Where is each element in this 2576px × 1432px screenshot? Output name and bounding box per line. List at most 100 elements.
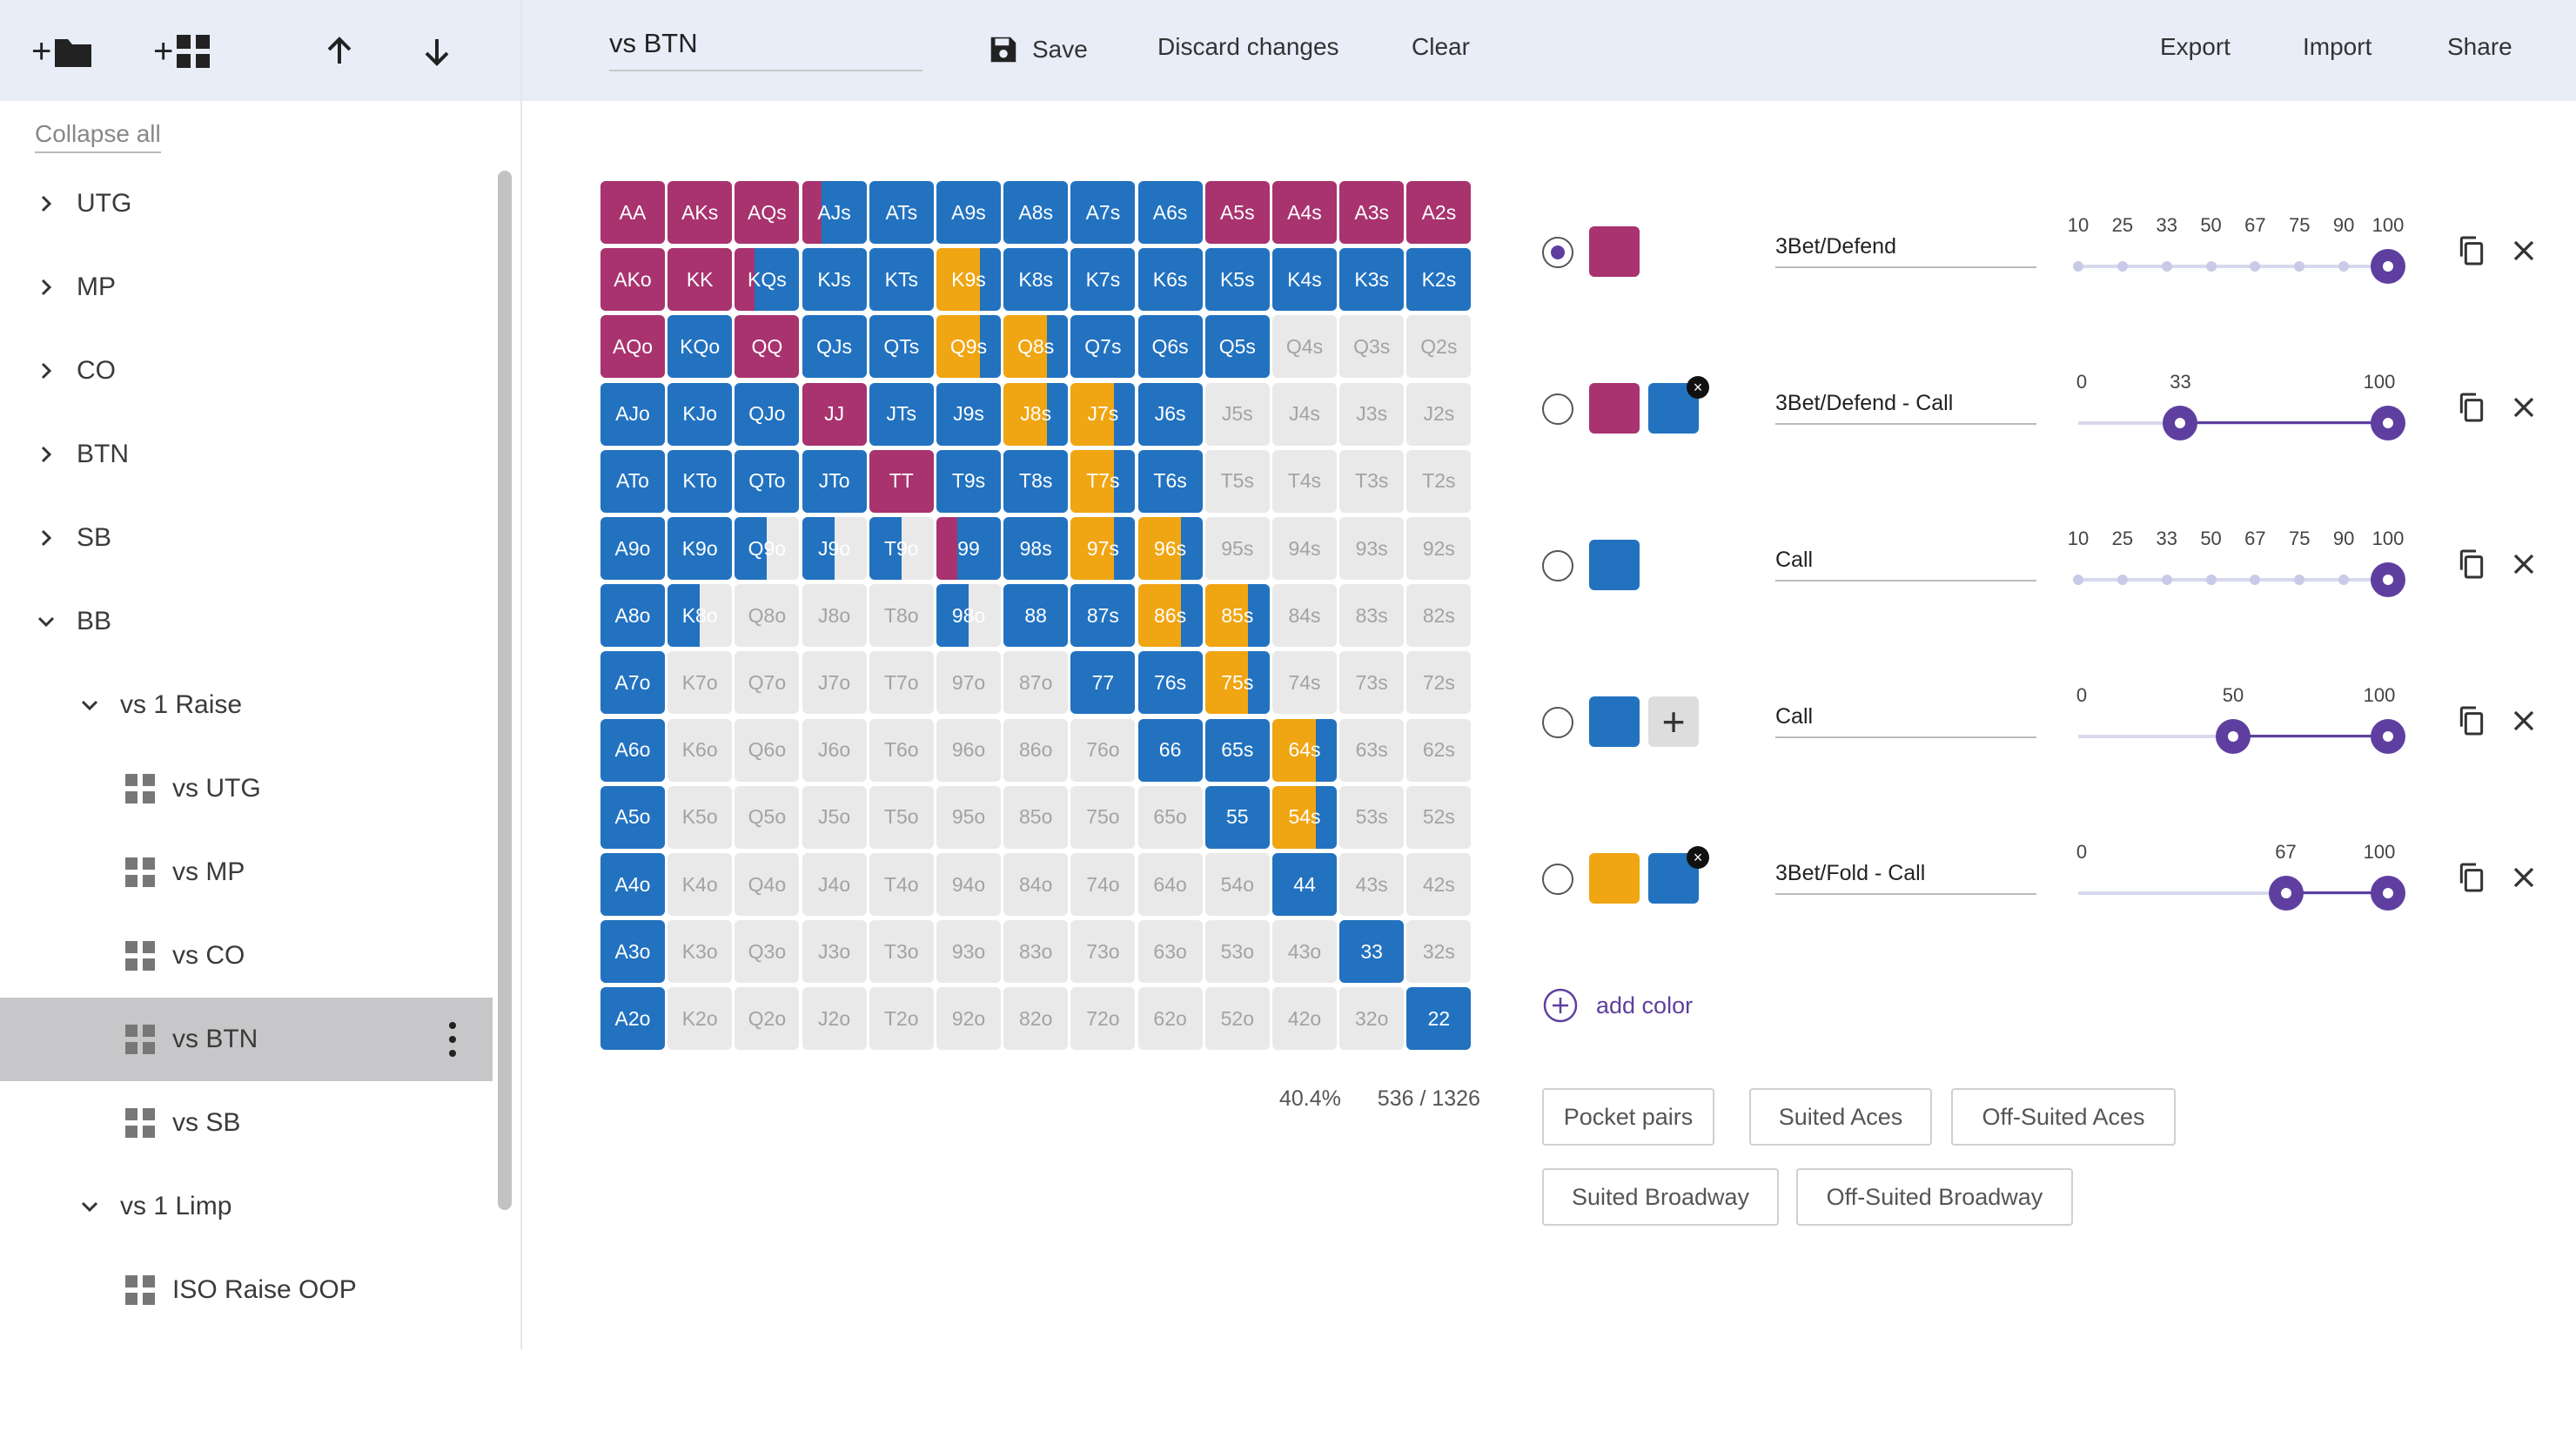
hand-cell-93s[interactable]: 93s [1339,517,1405,580]
hand-cell-K4s[interactable]: K4s [1272,248,1337,312]
hand-cell-T7s[interactable]: T7s [1070,449,1136,513]
save-button[interactable]: Save [987,33,1088,66]
hand-cell-Q8s[interactable]: Q8s [1003,315,1069,379]
hand-cell-98s[interactable]: 98s [1003,517,1069,580]
hand-cell-A7s[interactable]: A7s [1070,181,1136,244]
hand-cell-76o[interactable]: 76o [1070,718,1136,782]
color-swatch[interactable] [1589,696,1640,747]
export-button[interactable]: Export [2160,33,2231,61]
hand-cell-AKs[interactable]: AKs [667,181,733,244]
hand-cell-42o[interactable]: 42o [1272,987,1337,1051]
action-slider[interactable]: 10 25 33 50 67 75 90 100 [2068,521,2405,616]
hand-cell-54s[interactable]: 54s [1272,785,1337,849]
color-swatch[interactable] [1589,540,1640,590]
hand-cell-A8s[interactable]: A8s [1003,181,1069,244]
hand-cell-KK[interactable]: KK [667,248,733,312]
delete-action-button[interactable] [2506,390,2541,425]
hand-cell-A8o[interactable]: A8o [600,584,665,648]
action-name-input[interactable]: Call [1775,696,2036,738]
hand-cell-A2o[interactable]: A2o [600,987,665,1051]
hand-cell-TT[interactable]: TT [869,449,934,513]
chevron-down-icon[interactable] [77,692,103,718]
hand-cell-84s[interactable]: 84s [1272,584,1337,648]
hand-cell-96o[interactable]: 96o [936,718,1001,782]
hand-cell-73s[interactable]: 73s [1339,651,1405,715]
action-select-radio[interactable] [1542,707,1573,738]
hand-cell-62o[interactable]: 62o [1137,987,1203,1051]
range-name-input[interactable]: vs BTN [609,28,922,71]
hand-cell-Q2o[interactable]: Q2o [735,987,800,1051]
hand-cell-T6s[interactable]: T6s [1137,449,1203,513]
hand-cell-T7o[interactable]: T7o [869,651,934,715]
collapse-all-link[interactable]: Collapse all [35,120,161,153]
hand-cell-99[interactable]: 99 [936,517,1001,580]
hand-cell-43o[interactable]: 43o [1272,920,1337,984]
hand-cell-J4s[interactable]: J4s [1272,382,1337,446]
import-button[interactable]: Import [2303,33,2371,61]
color-swatch[interactable] [1589,853,1640,904]
sidebar-item[interactable]: CO [0,329,493,413]
hand-cell-T6o[interactable]: T6o [869,718,934,782]
move-down-button[interactable] [419,30,454,73]
clear-button[interactable]: Clear [1412,33,1470,61]
hand-cell-QJs[interactable]: QJs [802,315,867,379]
duplicate-button[interactable] [2454,860,2489,895]
action-name-input[interactable]: Call [1775,540,2036,582]
hand-cell-A2s[interactable]: A2s [1406,181,1472,244]
hand-cell-T8s[interactable]: T8s [1003,449,1069,513]
hand-cell-ATo[interactable]: ATo [600,449,665,513]
hand-cell-72o[interactable]: 72o [1070,987,1136,1051]
slider-thumb[interactable] [2371,406,2405,440]
hand-cell-K6s[interactable]: K6s [1137,248,1203,312]
hand-cell-AQo[interactable]: AQo [600,315,665,379]
hand-cell-53o[interactable]: 53o [1204,920,1270,984]
sidebar-item[interactable]: vs UTG [0,747,493,830]
hand-cell-85s[interactable]: 85s [1204,584,1270,648]
hand-cell-T5s[interactable]: T5s [1204,449,1270,513]
hand-cell-K2s[interactable]: K2s [1406,248,1472,312]
hand-cell-J9s[interactable]: J9s [936,382,1001,446]
hand-cell-Q7o[interactable]: Q7o [735,651,800,715]
hand-cell-T3o[interactable]: T3o [869,920,934,984]
color-swatch[interactable] [1589,383,1640,434]
hand-cell-J5s[interactable]: J5s [1204,382,1270,446]
hand-cell-K3o[interactable]: K3o [667,920,733,984]
hand-cell-JJ[interactable]: JJ [802,382,867,446]
hand-cell-QJo[interactable]: QJo [735,382,800,446]
hand-cell-JTo[interactable]: JTo [802,449,867,513]
hand-cell-94o[interactable]: 94o [936,853,1001,916]
hand-cell-86o[interactable]: 86o [1003,718,1069,782]
action-name-input[interactable]: 3Bet/Fold - Call [1775,853,2036,895]
sidebar-item[interactable]: vs 1 Limp [0,1165,493,1248]
action-slider[interactable]: 0 33 100 [2070,364,2405,460]
hand-cell-K8o[interactable]: K8o [667,584,733,648]
hand-cell-85o[interactable]: 85o [1003,785,1069,849]
hand-cell-92s[interactable]: 92s [1406,517,1472,580]
hand-cell-22[interactable]: 22 [1406,987,1472,1051]
hand-cell-K5o[interactable]: K5o [667,785,733,849]
hand-cell-AQs[interactable]: AQs [735,181,800,244]
preset-button[interactable]: Pocket pairs [1542,1088,1714,1146]
hand-cell-KQo[interactable]: KQo [667,315,733,379]
hand-cell-T4s[interactable]: T4s [1272,449,1337,513]
hand-cell-Q5s[interactable]: Q5s [1204,315,1270,379]
hand-cell-65o[interactable]: 65o [1137,785,1203,849]
hand-cell-88[interactable]: 88 [1003,584,1069,648]
hand-cell-75o[interactable]: 75o [1070,785,1136,849]
sidebar-item[interactable]: BB [0,580,493,663]
hand-cell-T9o[interactable]: T9o [869,517,934,580]
action-slider[interactable]: 0 50 100 [2070,677,2405,773]
hand-cell-Q6o[interactable]: Q6o [735,718,800,782]
add-folder-button[interactable]: + [31,30,93,73]
hand-cell-95s[interactable]: 95s [1204,517,1270,580]
hand-cell-Q9o[interactable]: Q9o [735,517,800,580]
delete-action-button[interactable] [2506,547,2541,582]
hand-cell-KQs[interactable]: KQs [735,248,800,312]
hand-cell-Q3s[interactable]: Q3s [1339,315,1405,379]
hand-cell-J8s[interactable]: J8s [1003,382,1069,446]
action-slider[interactable]: 0 67 100 [2070,834,2405,930]
hand-cell-JTs[interactable]: JTs [869,382,934,446]
hand-cell-AKo[interactable]: AKo [600,248,665,312]
discard-changes-button[interactable]: Discard changes [1157,33,1339,61]
hand-cell-Q5o[interactable]: Q5o [735,785,800,849]
